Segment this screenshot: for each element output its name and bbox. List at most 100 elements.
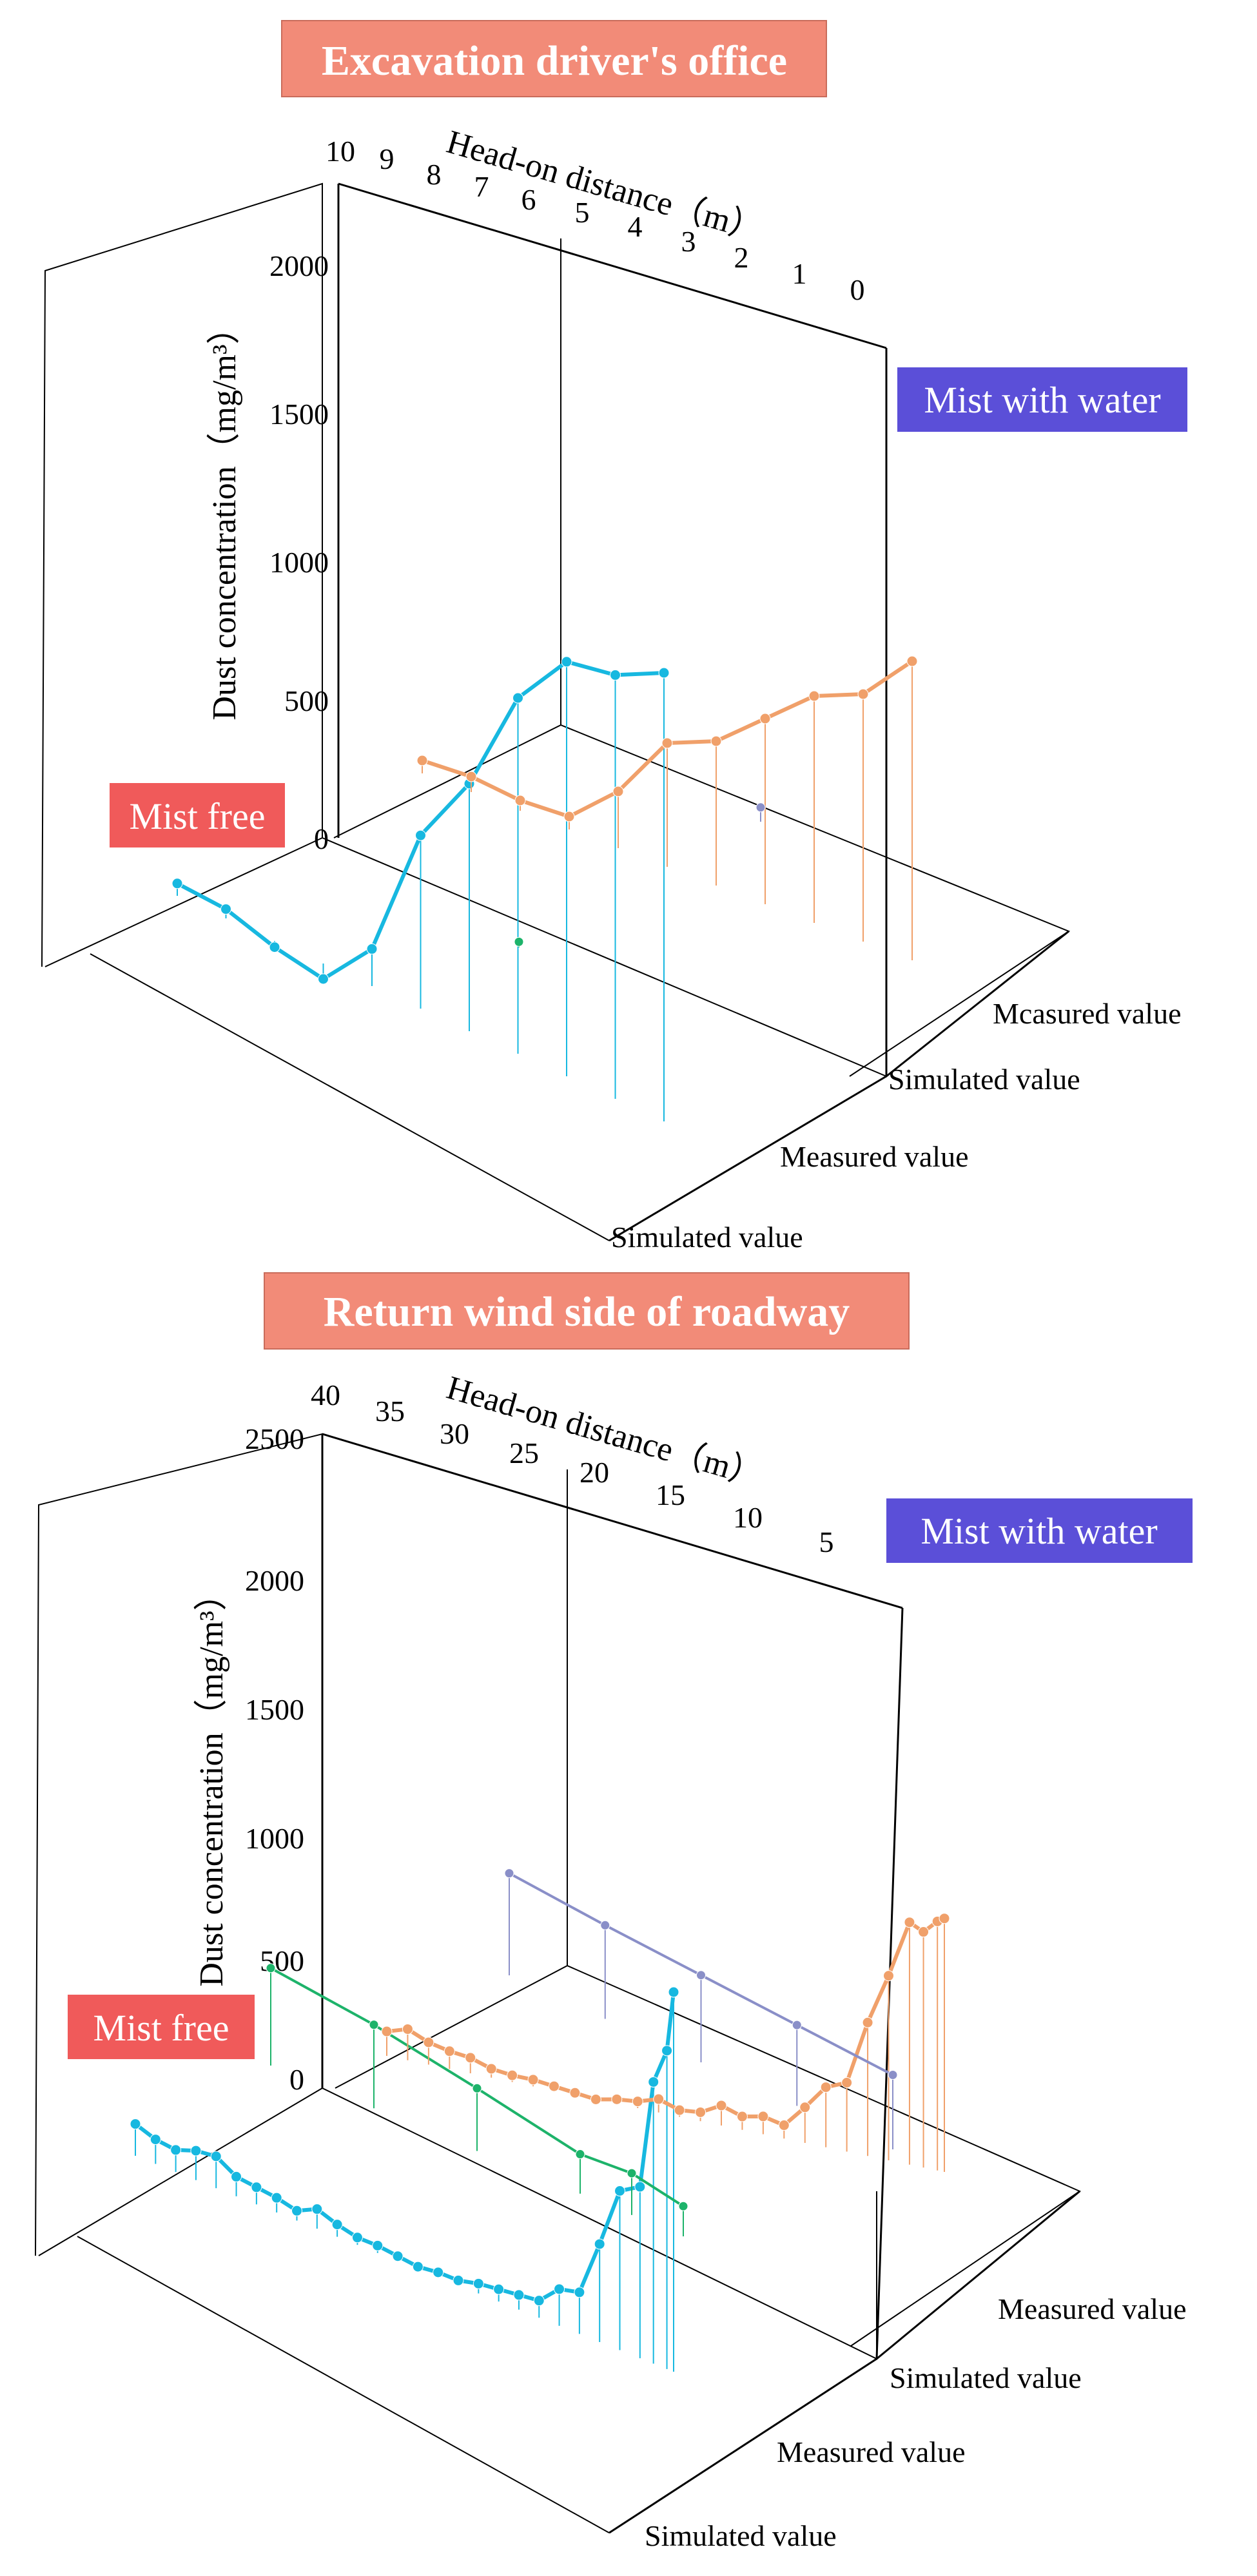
chart2-free-sim-point-21: [554, 2283, 565, 2295]
chart2-free-sim-point-3: [190, 2145, 202, 2156]
panel2-z-tick-2000: 2000: [245, 1564, 304, 1597]
chart2-water-sim-point-0: [381, 2026, 393, 2037]
chart2-water-sim-point-25: [904, 1917, 915, 1928]
panel2-z-tick-1000: 1000: [245, 1822, 304, 1855]
chart1-free-sim-point-8: [561, 656, 572, 668]
chart1-water-sim-point-4: [612, 786, 624, 797]
panel1-title-box: [281, 20, 827, 97]
panel2-x-tick-15: 15: [656, 1478, 685, 1511]
chart2-free-meas-point-2: [472, 2083, 482, 2093]
chart2-free-sim-point-12: [372, 2240, 384, 2251]
chart1-free-sim-point-9: [610, 669, 621, 681]
chart2-free-sim-point-18: [493, 2283, 505, 2295]
panel1-z-axis-label: Dust concentration（mg/m³）: [206, 311, 243, 720]
panel1-x-tick-4: 4: [628, 210, 643, 243]
panel2-x-tick-10: 10: [733, 1501, 763, 1534]
chart2-free-meas-point-4: [627, 2168, 637, 2178]
panel2-x-tick-25: 25: [509, 1437, 539, 1469]
panel1-z-tick-0: 0: [314, 822, 329, 855]
panel2-z-axis-label: Dust concentration（mg/m³）: [193, 1577, 230, 1986]
chart2-free-measured-line: [270, 1967, 685, 2207]
chart1-free-meas-point-0: [514, 936, 524, 947]
chart2-free-sim-point-0: [130, 2118, 141, 2130]
chart2-water-sim-point-24: [883, 1970, 894, 1982]
chart2-water-sim-point-19: [778, 2120, 790, 2131]
chart2-water-sim-point-13: [653, 2093, 665, 2105]
chart1-free-sim-point-4: [366, 943, 378, 954]
chart2-free-sim-point-10: [331, 2219, 343, 2231]
panel2-title: Return wind side of roadway: [324, 1288, 850, 1335]
chart1-water-sim-point-2: [514, 795, 526, 806]
panel1-x-tick-3: 3: [681, 225, 696, 258]
panel2-front-edge: [875, 1607, 904, 2359]
panel1-z-tick-1500: 1500: [269, 398, 329, 431]
chart1-free-sim-point-0: [171, 878, 183, 889]
panel2-z-tick-2500: 2500: [245, 1422, 304, 1455]
chart1-free-sim-point-7: [512, 692, 523, 704]
chart2-free-sim-point-24: [614, 2185, 625, 2196]
panel1-mist-free-label: Mist free: [130, 795, 266, 837]
panel2-category-2: Measured value: [777, 2436, 966, 2468]
chart2-water-sim-point-23: [862, 2017, 873, 2028]
panel2-z-tick-0: 0: [289, 2063, 304, 2096]
chart2-water-sim-point-18: [757, 2111, 769, 2122]
panel2-x-axis: [322, 1433, 903, 1609]
chart2-water-meas-point-0: [504, 1868, 514, 1879]
chart1-water-sim-point-5: [661, 737, 673, 749]
chart1-free-sim-point-1: [220, 904, 231, 915]
chart2-free-sim-point-19: [513, 2289, 525, 2301]
chart2-free-sim-point-22: [574, 2287, 585, 2298]
panel2-x-tick-40: 40: [311, 1379, 340, 1411]
chart2-free-sim-point-7: [271, 2192, 282, 2203]
panel2-base-diagonal: [876, 2190, 1080, 2360]
panel1-z-tick-2000: 2000: [269, 249, 329, 282]
panel1-z-tick-1000: 1000: [269, 546, 329, 579]
chart2-water-sim-point-15: [695, 2106, 706, 2118]
panel2-front-base: [77, 2236, 610, 2533]
panel1-category-4: Mcasured value: [993, 997, 1182, 1030]
panel1-back-wall: [41, 182, 887, 1078]
chart2-water-sim-point-12: [632, 2096, 643, 2107]
panel1-mist-water-label: Mist with water: [924, 379, 1160, 421]
panel2-z-tick-500: 500: [260, 1944, 304, 1977]
chart2-water-sim-point-7: [527, 2074, 539, 2086]
panel1-category-3: Simulated value: [888, 1063, 1080, 1096]
chart2-water-sim-point-8: [549, 2080, 560, 2092]
panel1-x-tick-1: 1: [792, 257, 807, 290]
panel2-category-axis: [609, 2358, 877, 2534]
panel2-mist-free-label: Mist free: [93, 2007, 229, 2049]
chart1-water-sim-point-3: [563, 811, 575, 822]
panel1-category-axis: [609, 1075, 887, 1242]
chart2-free-meas-point-3: [575, 2149, 585, 2160]
chart2-water-sim-point-2: [423, 2037, 434, 2048]
chart1-free-sim-point-10: [658, 667, 670, 679]
panel1-mist-free-box: [110, 783, 285, 847]
panel2-category-3: Simulated value: [890, 2361, 1082, 2394]
panel1-category-1: Simulated value: [611, 1221, 803, 1254]
chart2-free-meas-point-5: [678, 2201, 688, 2211]
chart2-water-meas-point-2: [696, 1970, 706, 1980]
panel2-x-tick-5: 5: [819, 1525, 834, 1558]
panel1-x-tick-9: 9: [380, 142, 395, 175]
panel1-x-tick-2: 2: [734, 241, 749, 274]
chart2-free-sim-point-11: [351, 2232, 363, 2243]
chart2-water-sim-point-17: [736, 2111, 748, 2122]
chart2-free-sim-point-9: [311, 2203, 323, 2215]
chart2-water-sim-point-22: [841, 2077, 853, 2089]
chart2-water-meas-point-3: [792, 2020, 802, 2030]
chart2-free-sim-point-23: [594, 2238, 605, 2250]
chart2-water-sim-point-26: [918, 1926, 930, 1938]
panel2-mid-plane: [335, 1964, 1082, 2347]
chart2-free-sim-point-28: [668, 1986, 679, 1998]
panel1-mist-water-box: [897, 367, 1187, 432]
panel2-title-box: [264, 1272, 910, 1350]
panel1-x-axis: [338, 182, 887, 349]
chart1-water-sim-point-1: [465, 771, 477, 782]
panel2-series: [130, 1868, 950, 2372]
chart2-water-sim-point-1: [402, 2023, 413, 2035]
chart2-free-sim-point-8: [291, 2205, 302, 2216]
panel1-x-tick-8: 8: [427, 158, 442, 191]
chart2-free-sim-point-25: [634, 2181, 646, 2193]
chart1-water-sim-point-0: [416, 755, 428, 766]
